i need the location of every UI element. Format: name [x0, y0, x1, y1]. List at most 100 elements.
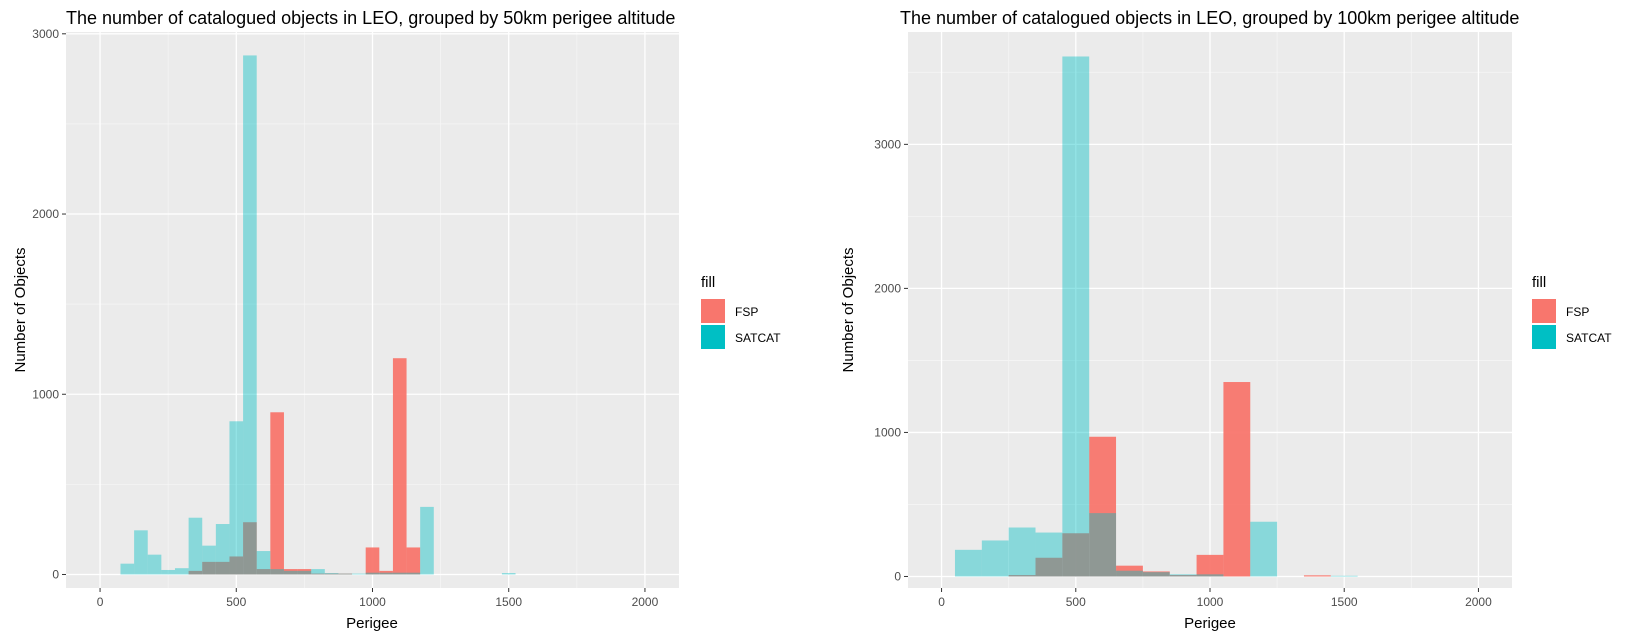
bar-satcat: [161, 569, 175, 575]
bar-satcat: [283, 570, 298, 575]
x-tick-label: 1000: [359, 595, 386, 609]
y-tick-label: 0: [52, 567, 59, 581]
bar-satcat: [188, 517, 203, 575]
bar-fsp: [256, 569, 271, 575]
chart-title: The number of catalogued objects in LEO,…: [900, 8, 1519, 28]
bar-fsp: [188, 570, 203, 575]
bar-satcat: [352, 573, 366, 575]
x-axis-title: Perigee: [1184, 615, 1236, 632]
legend-swatch-satcat: [701, 325, 725, 349]
bar-satcat: [243, 55, 257, 575]
y-tick-label: 2000: [874, 281, 901, 295]
x-tick-label: 0: [938, 595, 945, 609]
y-axis-title: Number of Objects: [840, 247, 857, 372]
bar-satcat: [1330, 575, 1358, 577]
gridlines: [908, 32, 1512, 588]
bar-fsp: [1223, 382, 1251, 577]
bar-fsp: [365, 547, 380, 575]
bar-satcat: [256, 551, 271, 575]
bar-satcat: [501, 573, 516, 575]
bar-fsp: [297, 569, 312, 575]
bar-fsp: [243, 522, 257, 575]
bar-fsp: [270, 412, 284, 575]
bar-fsp: [338, 573, 353, 575]
x-axis-ticks: 0 500 1000 1500 2000: [97, 588, 659, 609]
chart-title: The number of catalogued objects in LEO,…: [66, 8, 675, 28]
bar-fsp: [406, 547, 421, 575]
bar-satcat: [229, 421, 244, 575]
bar-satcat: [379, 572, 393, 575]
bar-satcat: [120, 563, 135, 575]
x-tick-label: 1500: [1331, 595, 1358, 609]
bar-fsp: [1303, 575, 1331, 577]
legend-swatch-satcat: [1532, 325, 1556, 349]
bar-fsp: [1062, 533, 1090, 577]
legend-label-fsp: FSP: [1566, 305, 1589, 319]
legend: fill FSP SATCAT: [701, 274, 781, 349]
bar-fsp: [1008, 575, 1036, 577]
bar-fsp: [1035, 557, 1063, 577]
bars: [120, 55, 516, 575]
bar-satcat: [392, 572, 407, 575]
legend-label-satcat: SATCAT: [1566, 331, 1612, 345]
bar-satcat: [297, 570, 312, 575]
bar-satcat: [324, 573, 339, 575]
x-axis-ticks: 0 500 1000 1500 2000: [938, 588, 1492, 609]
x-tick-label: 1000: [1197, 595, 1224, 609]
bar-satcat: [311, 569, 325, 575]
x-tick-label: 2000: [1465, 595, 1492, 609]
bar-satcat: [1142, 572, 1170, 577]
bar-fsp: [1169, 575, 1197, 577]
y-tick-label: 3000: [874, 137, 901, 151]
legend-swatch-fsp: [1532, 299, 1556, 323]
bar-satcat: [1169, 574, 1197, 577]
bar-satcat: [420, 506, 434, 575]
bar-satcat: [270, 569, 284, 575]
bar-satcat: [1196, 574, 1224, 577]
bar-satcat: [338, 573, 353, 575]
legend-swatch-fsp: [701, 299, 725, 323]
bar-fsp: [202, 561, 216, 575]
gridlines: [66, 32, 679, 588]
x-axis-title: Perigee: [346, 615, 398, 632]
bar-fsp: [1116, 565, 1143, 577]
legend-title: fill: [701, 274, 715, 291]
y-tick-label: 2000: [32, 207, 59, 221]
y-tick-label: 3000: [32, 27, 59, 41]
legend-title: fill: [1532, 274, 1546, 291]
y-axis-ticks: 0 1000 2000 3000: [32, 27, 66, 581]
bar-fsp: [229, 556, 244, 575]
bar-fsp: [1196, 554, 1224, 577]
bar-satcat: [215, 524, 230, 575]
bar-fsp: [324, 573, 339, 575]
bar-satcat: [954, 549, 982, 577]
bar-satcat: [981, 540, 1009, 577]
bar-satcat: [406, 572, 421, 575]
legend-label-satcat: SATCAT: [735, 331, 781, 345]
x-tick-label: 1500: [495, 595, 522, 609]
chart-panel-100km: The number of catalogued objects in LEO,…: [840, 8, 1612, 632]
bar-satcat: [174, 568, 189, 575]
bar-satcat: [1035, 532, 1063, 577]
bar-satcat: [1089, 513, 1117, 577]
bars: [954, 56, 1358, 577]
x-tick-label: 0: [97, 595, 104, 609]
x-tick-label: 500: [1066, 595, 1086, 609]
legend-label-fsp: FSP: [735, 305, 758, 319]
y-tick-label: 1000: [32, 387, 59, 401]
y-tick-label: 1000: [874, 425, 901, 439]
chart-panel-50km: The number of catalogued objects in LEO,…: [12, 8, 781, 632]
x-tick-label: 500: [226, 595, 246, 609]
bar-fsp: [379, 570, 393, 575]
bar-satcat: [202, 545, 216, 575]
x-tick-label: 2000: [632, 595, 659, 609]
bar-satcat: [147, 554, 162, 575]
y-axis-title: Number of Objects: [12, 247, 29, 372]
bar-fsp: [1142, 571, 1170, 577]
bar-fsp: [392, 358, 407, 575]
bar-satcat: [365, 572, 380, 575]
bar-fsp: [311, 573, 325, 575]
bar-satcat: [1116, 570, 1143, 577]
bar-fsp: [215, 561, 230, 575]
